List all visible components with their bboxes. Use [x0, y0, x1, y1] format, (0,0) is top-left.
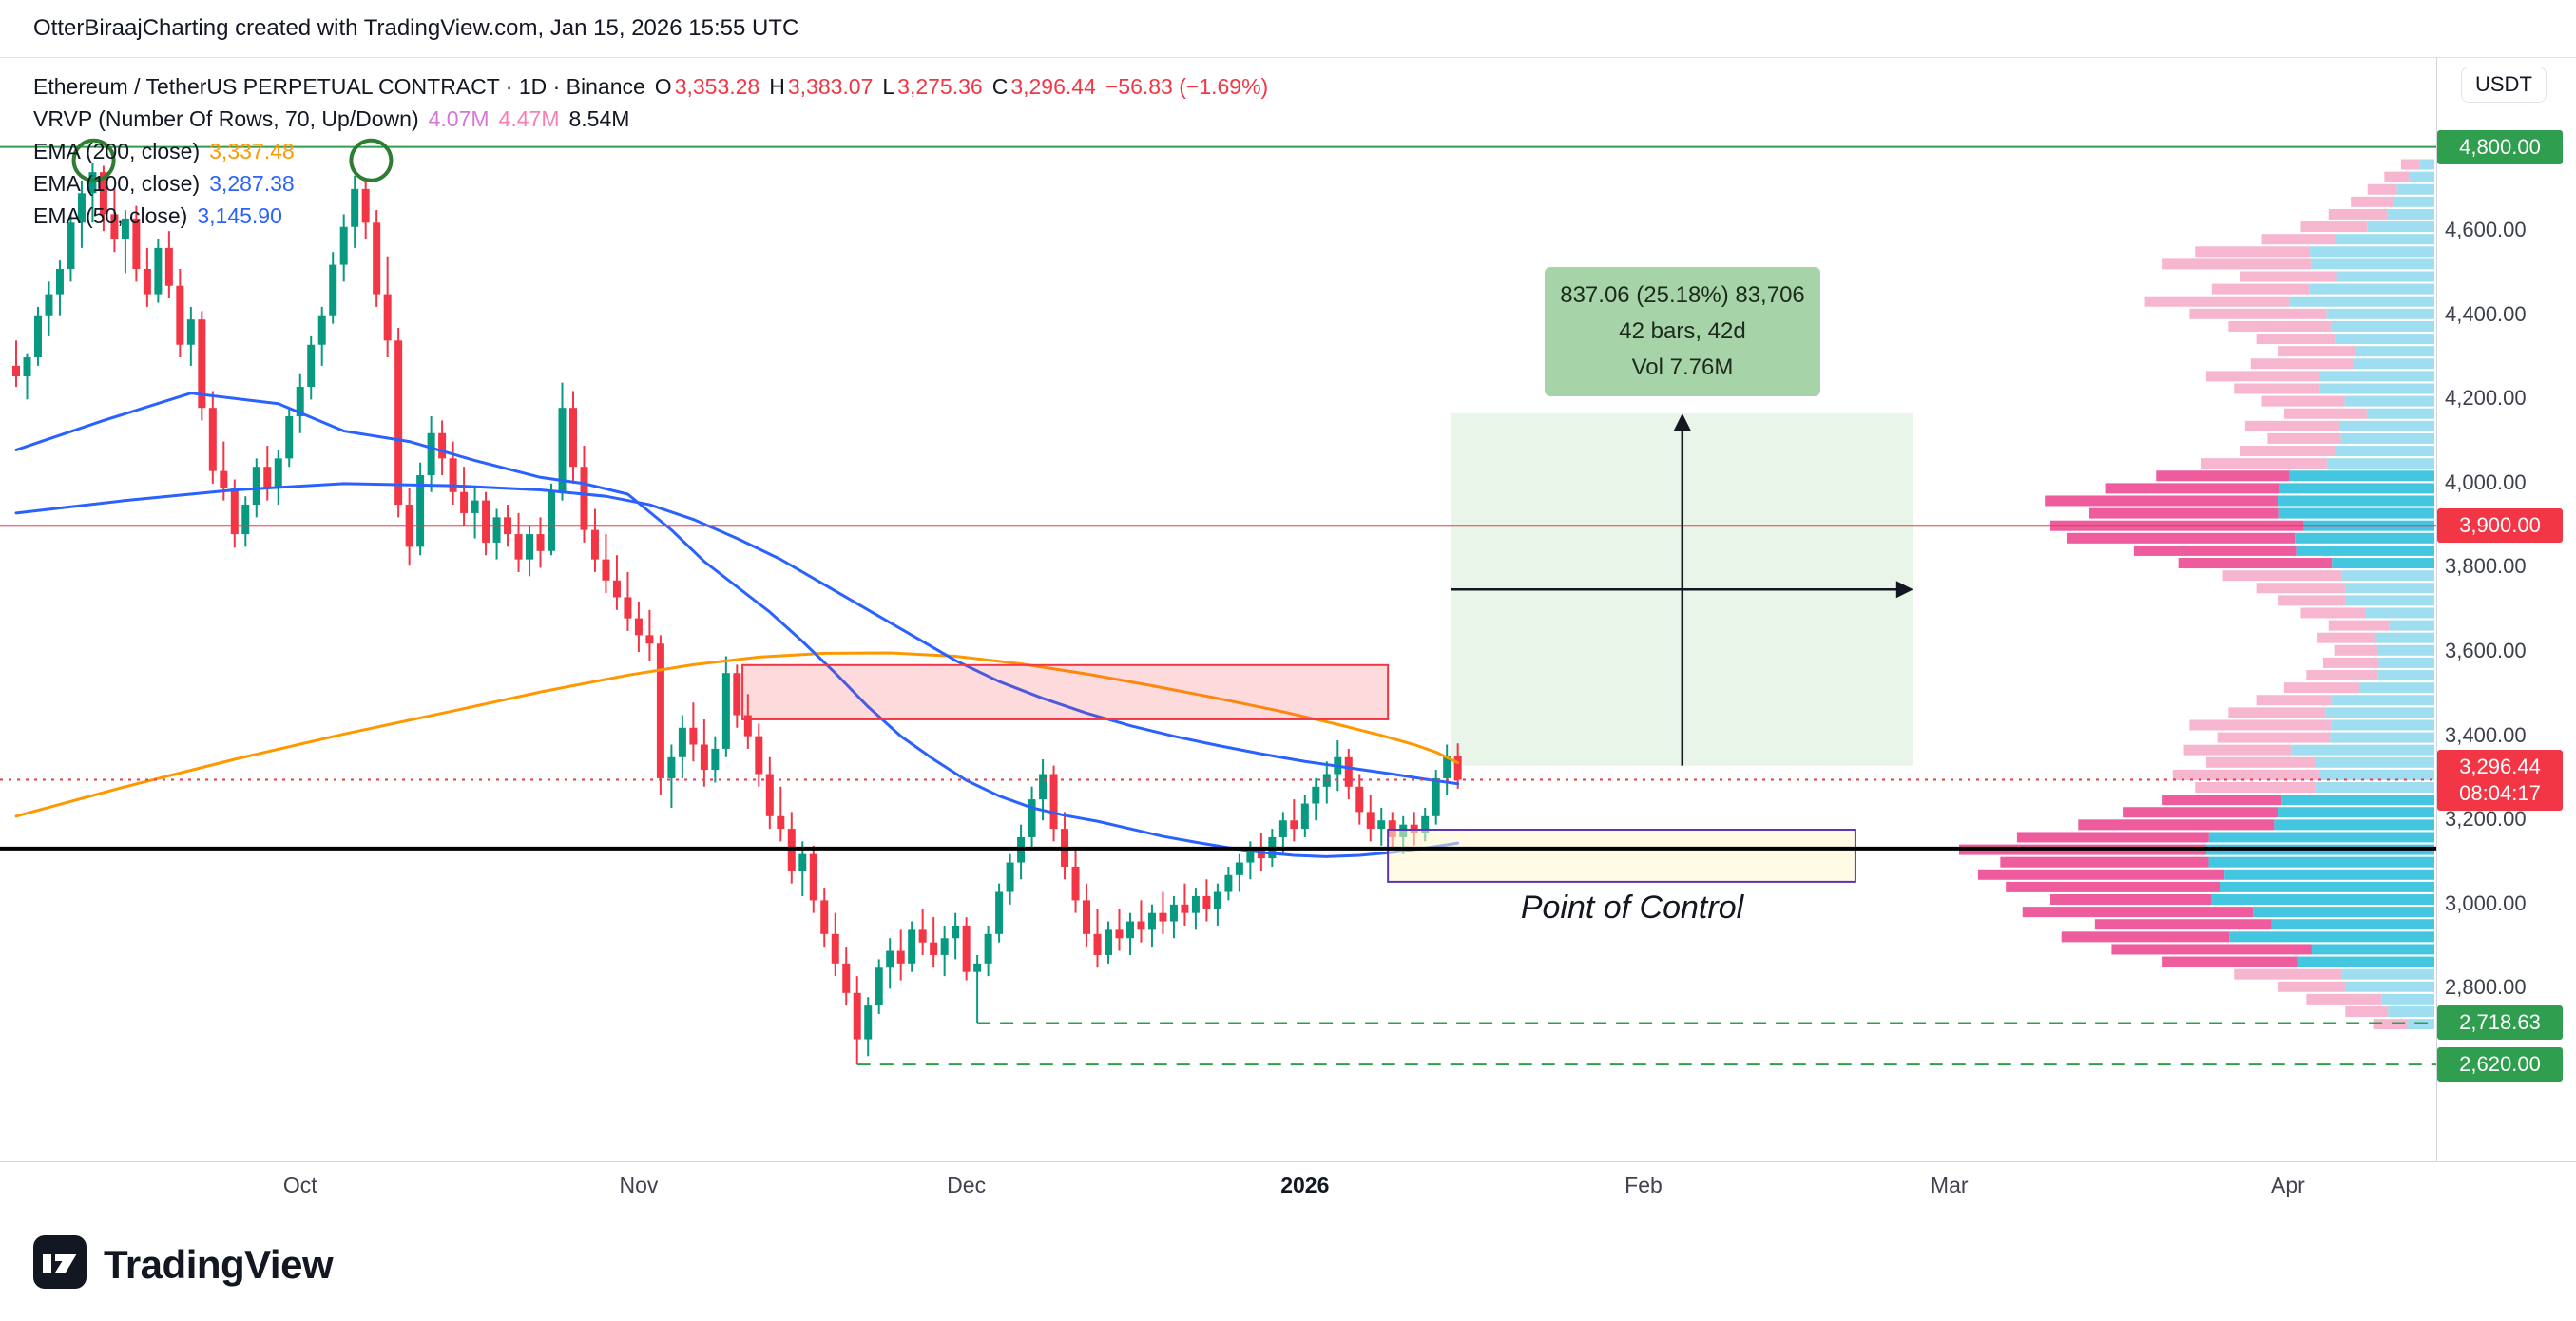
- measure-info-box[interactable]: 837.06 (25.18%) 83,706 42 bars, 42d Vol …: [1545, 267, 1820, 396]
- tradingview-logo[interactable]: [33, 1235, 87, 1293]
- vrvp-total-volume: 8.54M: [568, 106, 630, 131]
- ema-100-line[interactable]: [14, 482, 1460, 786]
- credit-line: OtterBiraajCharting created with Trading…: [33, 15, 799, 41]
- top-marker-circle[interactable]: [71, 138, 116, 182]
- time-axis-divider: [0, 1161, 2576, 1162]
- vrvp-down-volume: 4.47M: [498, 106, 560, 131]
- top-marker-circle[interactable]: [349, 138, 394, 182]
- indicator-legend: Ethereum / TetherUS PERPETUAL CONTRACT ·…: [33, 70, 1268, 232]
- candles-layer: [12, 163, 1462, 1065]
- ema-50-line[interactable]: [14, 392, 1460, 858]
- footer: TradingView: [33, 1235, 334, 1293]
- ema100-title: EMA (100, close): [33, 171, 201, 196]
- ema200-value: 3,337.48: [209, 139, 295, 163]
- ema100-status-line[interactable]: EMA (100, close) 3,287.38: [33, 167, 1268, 200]
- ema50-status-line[interactable]: EMA (50, close) 3,145.90: [33, 200, 1268, 232]
- brand-name[interactable]: TradingView: [104, 1241, 334, 1287]
- open-value: O 3,353.28: [654, 74, 760, 99]
- high-value: H 3,383.07: [769, 74, 874, 99]
- supply-zone[interactable]: [741, 663, 1390, 720]
- vrvp-up-volume: 4.07M: [428, 106, 490, 131]
- measure-price-change: 837.06 (25.18%) 83,706: [1560, 282, 1805, 308]
- ema-200-line[interactable]: [14, 651, 1460, 818]
- poc-zone[interactable]: [1387, 828, 1856, 883]
- symbol-ohlc-line[interactable]: Ethereum / TetherUS PERPETUAL CONTRACT ·…: [33, 70, 1268, 103]
- header-divider: [0, 57, 2576, 58]
- ema50-value: 3,145.90: [197, 203, 282, 228]
- ema200-title: EMA (200, close): [33, 139, 201, 163]
- symbol-title[interactable]: Ethereum / TetherUS PERPETUAL CONTRACT ·…: [33, 74, 645, 99]
- low-value: L 3,275.36: [882, 74, 983, 99]
- change-value: −56.83 (−1.69%): [1105, 74, 1269, 99]
- vrvp-status-line[interactable]: VRVP (Number Of Rows, 70, Up/Down) 4.07M…: [33, 103, 1268, 135]
- volume-profile: [1959, 159, 2434, 1030]
- close-value: C 3,296.44: [991, 74, 1096, 99]
- ema100-value: 3,287.38: [209, 171, 295, 196]
- measure-arrows: [1451, 412, 1913, 766]
- ema200-status-line[interactable]: EMA (200, close) 3,337.48: [33, 135, 1268, 167]
- currency-toggle[interactable]: USDT: [2461, 67, 2547, 103]
- ema50-title: EMA (50, close): [33, 203, 188, 228]
- measure-bar-count: 42 bars, 42d: [1619, 318, 1746, 344]
- measure-volume: Vol 7.76M: [1631, 354, 1734, 380]
- price-axis-divider: [2436, 57, 2437, 1161]
- point-of-control-label: Point of Control: [1520, 890, 1744, 926]
- vrvp-title: VRVP (Number Of Rows, 70, Up/Down): [33, 106, 419, 131]
